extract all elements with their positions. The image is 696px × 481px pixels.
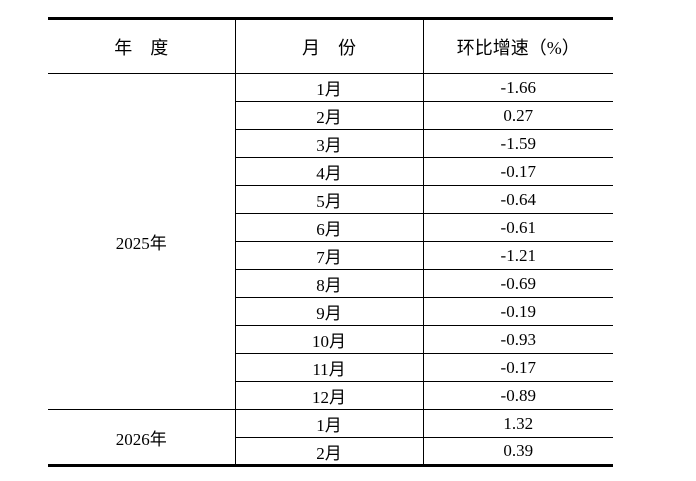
header-year: 年 度: [48, 18, 236, 74]
value-cell: 0.27: [422, 101, 613, 130]
header-growth-rate: 环比增速（%）: [422, 18, 613, 74]
month-cell: 9月: [234, 297, 424, 326]
header-month: 月 份: [234, 18, 424, 74]
table-body: 2025年 1月 -1.66 2月 0.27 3月 -1.59 4月 -0.17 5月 -0.64 6…: [48, 73, 613, 466]
header-row: 年 度 月 份 环比增速（%）: [48, 18, 613, 74]
month-cell: 4月: [234, 157, 424, 186]
month-cell: 3月: [234, 129, 424, 158]
value-cell: -0.69: [422, 269, 613, 298]
growth-rate-table: 年 度 月 份 环比增速（%） 2025年 1月 -1.66 2月 0.27 3月 -1.5…: [48, 17, 613, 467]
table-header: 年 度 月 份 环比增速（%）: [48, 18, 613, 74]
value-cell: -0.17: [422, 157, 613, 186]
table-row: 2月 0.27: [48, 101, 613, 130]
month-cell: 1月: [234, 409, 424, 438]
table-row: 4月 -0.17: [48, 157, 613, 186]
value-cell: -0.19: [422, 297, 613, 326]
value-cell: -0.61: [422, 213, 613, 242]
value-cell: 1.32: [422, 409, 613, 438]
month-cell: 2月: [234, 437, 424, 466]
value-cell: -0.17: [422, 353, 613, 382]
month-cell: 1月: [234, 73, 424, 102]
month-cell: 11月: [234, 353, 424, 382]
value-cell: -1.66: [422, 73, 613, 102]
value-cell: -1.21: [422, 241, 613, 270]
table-row: 11月 -0.17: [48, 353, 613, 382]
table-row: 6月 -0.61: [48, 213, 613, 242]
table-row: 10月 -0.93: [48, 325, 613, 354]
month-cell: 5月: [234, 185, 424, 214]
month-cell: 6月: [234, 213, 424, 242]
year-cell: 2025年: [48, 73, 236, 410]
table-row: 5月 -0.64: [48, 185, 613, 214]
value-cell: -0.93: [422, 325, 613, 354]
year-cell: 2026年: [48, 409, 236, 466]
month-cell: 8月: [234, 269, 424, 298]
table-row: 8月 -0.69: [48, 269, 613, 298]
value-cell: -0.64: [422, 185, 613, 214]
value-cell: -1.59: [422, 129, 613, 158]
table-row: 2月 0.39: [48, 437, 613, 466]
month-cell: 12月: [234, 381, 424, 410]
table-row: 2026年 1月 1.32: [48, 409, 613, 466]
month-cell: 7月: [234, 241, 424, 270]
value-cell: -0.89: [422, 381, 613, 410]
value-cell: 0.39: [422, 437, 613, 466]
table-row: 2025年 1月 -1.66: [48, 73, 613, 410]
table-row: 9月 -0.19: [48, 297, 613, 326]
month-cell: 10月: [234, 325, 424, 354]
month-cell: 2月: [234, 101, 424, 130]
